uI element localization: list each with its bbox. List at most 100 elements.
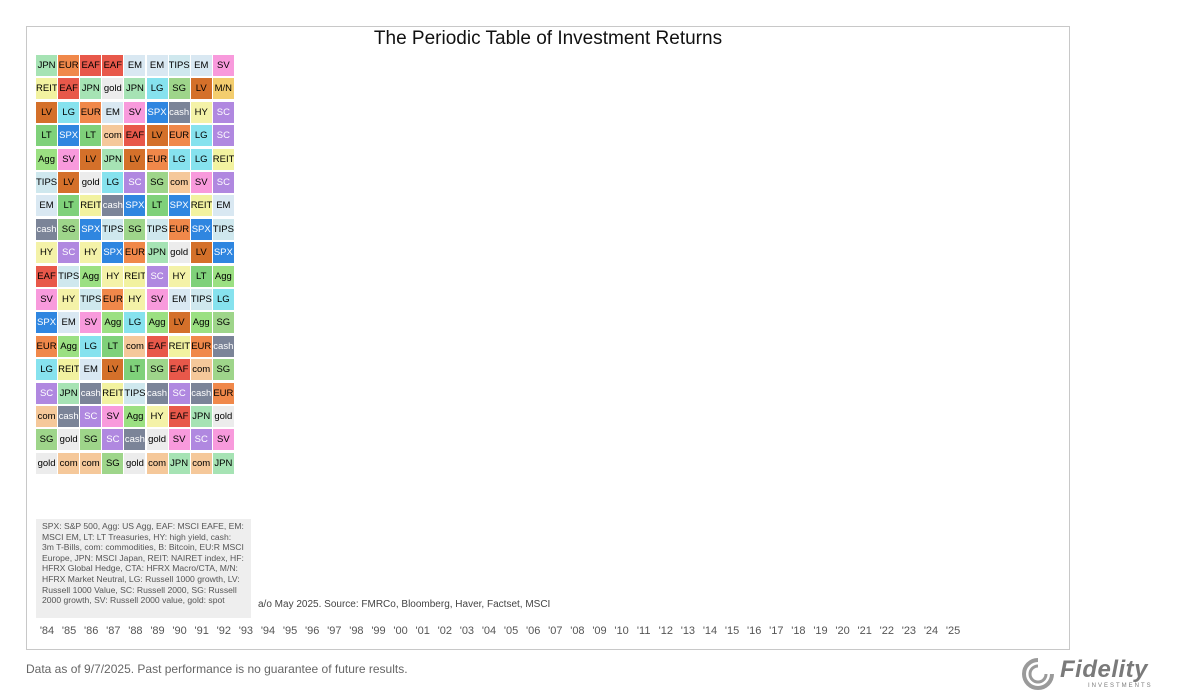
asset-cell: SV [190,172,212,193]
asset-cell: SV [124,101,146,123]
asset-cell: JPN [212,452,234,474]
asset-cell: EUR [212,382,234,404]
asset-cell: com [168,172,190,193]
year-label: '22 [879,625,894,637]
asset-cell: EAF [168,406,190,427]
asset-cell: HY [146,406,168,427]
asset-cell: SV [36,289,58,310]
asset-cell: LG [190,148,212,170]
year-label: '13 [680,625,696,637]
asset-cell: JPN [58,382,80,404]
asset-cell: REIT [58,359,80,381]
year-label: '05 [503,625,519,637]
asset-cell: SV [80,312,102,334]
asset-cell: LV [36,101,58,123]
asset-cell: com [80,452,102,474]
year-label: '98 [349,625,364,637]
asset-cell: HY [102,265,124,287]
asset-cell: SC [124,172,146,193]
asset-cell: gold [36,452,58,474]
asset-cell: REIT [212,148,234,170]
asset-cell: TIPS [80,289,102,310]
asset-cell: HY [190,101,212,123]
year-label: '04 [481,625,497,637]
asset-cell: Agg [146,312,168,334]
year-label: '91 [194,625,209,637]
asset-cell: JPN [190,406,212,427]
year-label: '92 [216,625,231,637]
asset-cell: HY [80,242,102,264]
source-note: a/o May 2025. Source: FMRCo, Bloomberg, … [258,599,551,610]
year-label: '87 [106,625,121,637]
year-label: '14 [702,625,718,637]
asset-cell: LV [102,359,124,381]
asset-cell: SC [168,382,190,404]
asset-cell: com [190,452,212,474]
asset-cell: SV [58,148,80,170]
year-label: '16 [747,625,762,637]
year-label: '20 [835,625,850,637]
asset-cell: LT [146,195,168,217]
asset-cell: LV [124,148,146,170]
asset-cell: HY [36,242,58,264]
asset-cell: SPX [212,242,234,264]
year-label: '84 [39,625,55,637]
asset-cell: JPN [36,55,58,76]
asset-cell: HY [58,289,80,310]
asset-cell: EUR [80,101,102,123]
asset-cell: Agg [190,312,212,334]
asset-cell: SV [168,429,190,451]
asset-cell: cash [190,382,212,404]
asset-cell: LG [102,172,124,193]
asset-cell: TIPS [168,55,190,76]
asset-cell: SC [212,125,234,147]
asset-cell: JPN [80,78,102,100]
asset-cell: SG [146,359,168,381]
chart-title: The Periodic Table of Investment Returns [373,28,723,49]
asset-cell: com [124,335,146,357]
asset-cell: SG [212,359,234,381]
asset-cell: LG [212,289,234,310]
asset-cell: TIPS [102,218,124,240]
asset-cell: SV [102,406,124,427]
asset-cell: gold [212,406,234,427]
year-label: '96 [305,625,320,637]
fidelity-swirl-icon [1022,658,1054,690]
year-label: '88 [128,625,143,637]
year-label: '09 [592,625,607,637]
asset-cell: JPN [102,148,124,170]
asset-cell: cash [36,218,58,240]
asset-cell: M/N [212,78,234,100]
logo-text: Fidelity [1060,656,1149,683]
legend-box: SPX: S&P 500, Agg: US Agg, EAF: MSCI EAF… [36,519,251,618]
asset-cell: Agg [58,335,80,357]
asset-cell: EM [58,312,80,334]
asset-cell: SPX [124,195,146,217]
asset-cell: EM [124,55,146,76]
asset-cell: SC [212,172,234,193]
asset-cell: SPX [146,101,168,123]
asset-cell: SPX [58,125,80,147]
asset-cell: cash [102,195,124,217]
asset-cell: LV [190,242,212,264]
asset-cell: SG [36,429,58,451]
year-label: '02 [437,625,452,637]
asset-cell: Agg [212,265,234,287]
year-label: '21 [857,625,872,637]
fidelity-logo: Fidelity INVESTMENTS [1020,656,1190,690]
asset-cell: LT [124,359,146,381]
year-label: '23 [901,625,917,637]
year-label: '85 [61,625,77,637]
asset-cell: gold [102,78,124,100]
year-label: '18 [791,625,806,637]
asset-cell: cash [80,382,102,404]
asset-cell: REIT [80,195,102,217]
asset-cell: SV [146,289,168,310]
asset-cell: EM [80,359,102,381]
asset-cell: LV [80,148,102,170]
year-label: '08 [570,625,585,637]
asset-cell: EAF [36,265,58,287]
asset-cell: EUR [124,242,146,264]
asset-cell: Agg [80,265,102,287]
